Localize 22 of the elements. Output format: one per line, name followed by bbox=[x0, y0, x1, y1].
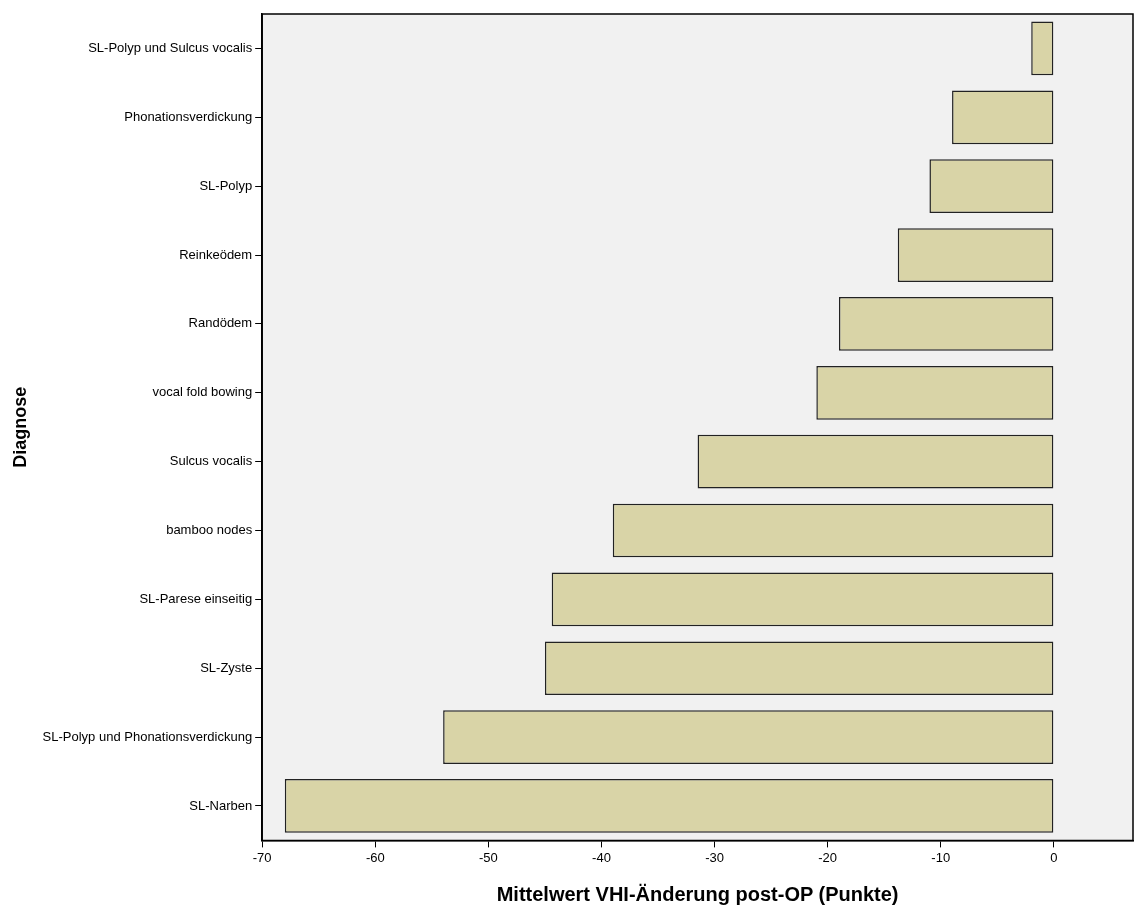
y-tick-label: SL-Polyp und Sulcus vocalis bbox=[88, 40, 253, 56]
y-tick-label: bamboo nodes bbox=[166, 522, 253, 538]
y-tick-label: SL-Narben bbox=[189, 797, 253, 813]
x-tick-label: -60 bbox=[365, 849, 385, 865]
x-tick-label: -40 bbox=[592, 849, 611, 865]
y-axis-title: Diagnose bbox=[9, 386, 30, 468]
x-axis-title: Mittelwert VHI-Änderung post-OP (Punkte) bbox=[496, 882, 899, 905]
x-tick-label: -20 bbox=[818, 849, 838, 865]
y-tick-label: SL-Polyp und Phonationsverdickung bbox=[42, 728, 253, 744]
x-tick-label: 0 bbox=[1050, 849, 1058, 865]
x-tick-label: -50 bbox=[478, 849, 498, 865]
y-tick-label: vocal fold bowing bbox=[152, 384, 253, 400]
x-tick-label: -10 bbox=[931, 849, 951, 865]
y-tick-label: Reinkeödem bbox=[179, 246, 253, 262]
y-tick-label: Sulcus vocalis bbox=[169, 453, 253, 469]
x-tick-label: -70 bbox=[252, 849, 272, 865]
y-tick-label: Randödem bbox=[188, 315, 253, 331]
y-tick-label: SL-Zyste bbox=[200, 659, 253, 675]
y-tick-label: Phonationsverdickung bbox=[124, 108, 253, 124]
y-tick-label: SL-Parese einseitig bbox=[139, 590, 253, 606]
x-tick-label: -30 bbox=[705, 849, 724, 865]
y-tick-label: SL-Polyp bbox=[199, 177, 253, 193]
